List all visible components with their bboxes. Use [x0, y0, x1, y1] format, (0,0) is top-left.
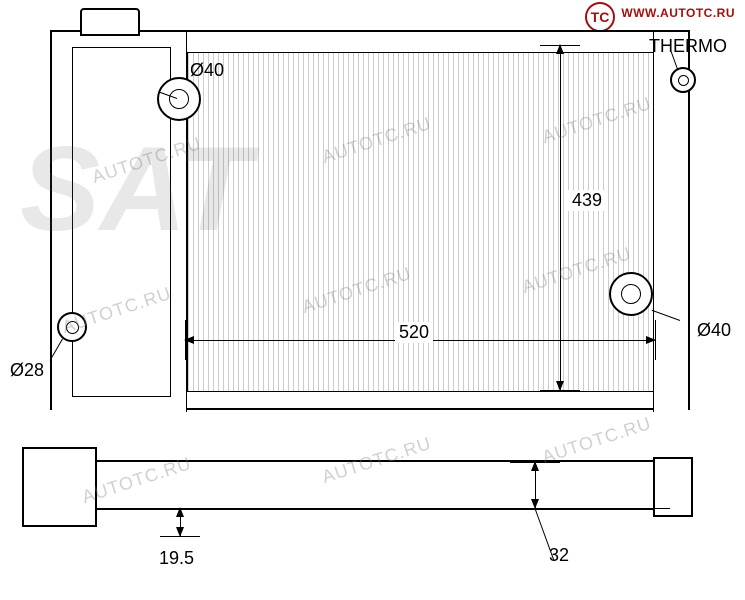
dim-ext-line: [160, 508, 200, 509]
radiator-cap: [80, 8, 140, 36]
callout-drain-port: Ø28: [10, 360, 44, 381]
dim-line-depth: [535, 462, 536, 508]
dim-label-offset: 19.5: [155, 548, 198, 569]
callout-thermo: THERMO: [649, 36, 727, 57]
callout-top-port: Ø40: [190, 60, 224, 81]
radiator-side-view: [50, 460, 690, 510]
dim-label-height: 439: [568, 190, 606, 211]
radiator-front-view: [50, 30, 690, 410]
thermo-port: [670, 67, 696, 93]
technical-drawing-canvas: TC WWW.AUTOTC.RU Ø40 THERMO Ø28 Ø40 520: [0, 0, 745, 600]
dim-ext-line: [185, 320, 186, 360]
dim-ext-line: [510, 462, 560, 463]
dim-ext-line: [160, 536, 200, 537]
dim-label-width: 520: [395, 322, 433, 343]
dim-line-offset: [180, 508, 181, 536]
side-left-endcap: [22, 447, 97, 527]
inlet-port-top: [157, 77, 201, 121]
dim-ext-line: [540, 390, 580, 391]
dim-ext-line: [540, 45, 580, 46]
dim-ext-line: [655, 320, 656, 360]
brand-badge: TC: [585, 2, 615, 32]
dim-line-height: [560, 45, 561, 390]
callout-outlet-port: Ø40: [697, 320, 731, 341]
brand-url: WWW.AUTOTC.RU: [621, 6, 735, 20]
outlet-port: [609, 272, 653, 316]
